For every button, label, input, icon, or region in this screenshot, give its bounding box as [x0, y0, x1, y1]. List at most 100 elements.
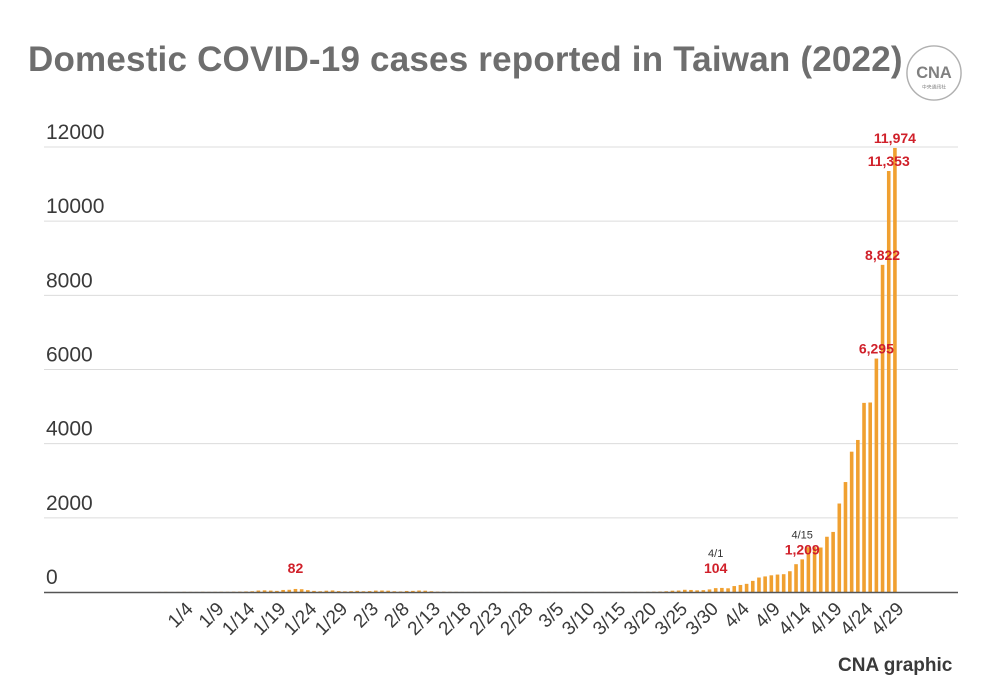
- bar: [367, 591, 372, 592]
- bar: [775, 574, 780, 592]
- bar: [275, 590, 279, 592]
- logo-subtext: 中央通訊社: [922, 83, 946, 90]
- x-tick-label: 4/24: [836, 598, 877, 639]
- bar: [720, 587, 724, 592]
- bar: [769, 575, 774, 592]
- bar: [250, 591, 254, 592]
- x-tick-label: 3/30: [682, 599, 723, 640]
- bar: [398, 591, 403, 592]
- x-tick-label: 1/4: [164, 598, 198, 632]
- bar: [392, 591, 397, 592]
- bar: [256, 590, 261, 592]
- x-tick-label: 1/29: [311, 599, 352, 640]
- data-label: 6,295: [859, 341, 894, 357]
- bar: [726, 588, 730, 592]
- y-axis-ticks: 0 2000 4000 6000 8000 10000 12000: [46, 121, 104, 589]
- bar: [664, 591, 669, 592]
- cna-logo: CNA 中央通訊社: [906, 45, 962, 101]
- bar: [306, 590, 310, 592]
- bar: [244, 591, 248, 592]
- bar: [361, 591, 366, 592]
- bar: [676, 590, 681, 592]
- x-tick-label: 3/20: [620, 599, 661, 640]
- gridlines: [44, 146, 958, 519]
- bar: [806, 547, 811, 592]
- bar: [837, 503, 842, 592]
- bar: [380, 590, 384, 592]
- bar: [404, 590, 409, 592]
- y-tick-label: 10000: [46, 195, 104, 218]
- bar: [318, 591, 322, 592]
- bar: [312, 590, 316, 592]
- x-tick-label: 1/24: [280, 598, 321, 639]
- bar: [695, 590, 699, 592]
- x-tick-label: 3/10: [558, 599, 599, 640]
- bar: [763, 576, 767, 592]
- y-tick-label: 8000: [46, 269, 93, 292]
- data-label: 1,209: [785, 541, 820, 557]
- bar: [849, 451, 854, 592]
- x-tick-label: 2/13: [404, 599, 445, 640]
- bar: [794, 564, 798, 592]
- bar: [411, 590, 415, 592]
- bar: [349, 591, 353, 592]
- bar: [423, 590, 428, 592]
- bar: [336, 591, 341, 592]
- bar: [324, 590, 329, 592]
- bar: [732, 586, 737, 592]
- bar: [683, 589, 687, 592]
- bar: [701, 590, 706, 592]
- data-label-date: 4/1: [708, 548, 723, 560]
- bars: [157, 147, 897, 592]
- bar: [800, 559, 805, 592]
- x-tick-label: 4/14: [775, 598, 816, 639]
- x-tick-label: 2/18: [435, 599, 476, 640]
- bar: [330, 590, 335, 592]
- bar: [886, 170, 891, 592]
- data-label: 82: [288, 560, 304, 576]
- bar: [868, 402, 872, 592]
- bar: [738, 584, 743, 592]
- bar: [781, 574, 786, 592]
- data-label: 11,353: [868, 153, 910, 169]
- data-label-date: 4/15: [792, 529, 813, 541]
- x-tick-label: 4/4: [720, 598, 754, 632]
- bar: [386, 590, 390, 592]
- bar: [788, 571, 792, 592]
- bar: [299, 589, 304, 592]
- bar: [862, 402, 866, 592]
- data-label: 104: [704, 560, 728, 576]
- chart-title: Domestic COVID-19 cases reported in Taiw…: [28, 40, 903, 79]
- bar: [713, 588, 718, 592]
- logo-ring: [906, 45, 962, 101]
- y-tick-label: 4000: [46, 418, 93, 441]
- x-tick-label: 1/14: [218, 598, 259, 639]
- bar: [293, 588, 298, 592]
- logo-text: CNA: [916, 64, 952, 82]
- x-tick-label: 2/3: [350, 599, 384, 633]
- bar: [262, 590, 267, 592]
- bar: [750, 580, 755, 592]
- y-tick-label: 6000: [46, 344, 93, 367]
- x-tick-label: 2/28: [497, 599, 538, 640]
- bar: [843, 482, 848, 592]
- bar: [874, 358, 879, 592]
- bar: [417, 590, 421, 592]
- bar: [880, 264, 885, 592]
- bar: [707, 589, 712, 592]
- x-tick-label: 4/19: [806, 599, 847, 640]
- bar: [825, 536, 829, 592]
- y-tick-label: 12000: [46, 121, 104, 144]
- bar: [831, 531, 835, 592]
- bar: [281, 589, 285, 592]
- data-label: 11,974: [874, 130, 916, 146]
- data-label: 8,822: [865, 247, 900, 263]
- bar: [757, 577, 761, 592]
- bar: [670, 590, 675, 592]
- bar: [812, 547, 817, 592]
- x-tick-label: 1/19: [249, 599, 290, 640]
- bar: [287, 589, 292, 592]
- bar: [429, 591, 434, 592]
